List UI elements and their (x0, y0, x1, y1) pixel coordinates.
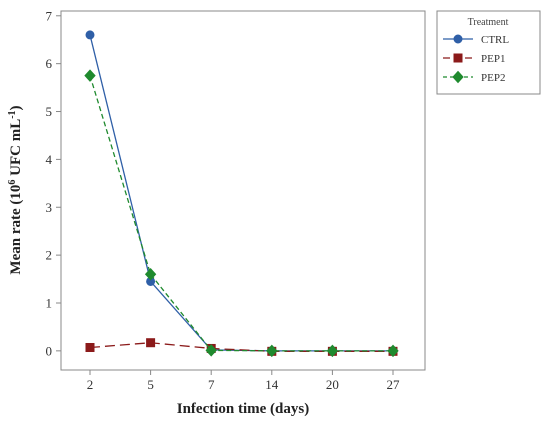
series-line-pep2 (89, 75, 393, 352)
x-tick-label: 27 (387, 377, 401, 392)
y-tick-label: 3 (46, 200, 53, 215)
y-tick-label: 5 (46, 104, 53, 119)
x-tick-label: 2 (87, 377, 94, 392)
y-tick-label: 7 (46, 8, 53, 23)
legend-box (436, 10, 541, 95)
legend-label: PEP1 (481, 53, 505, 65)
y-tick-label: 6 (46, 56, 53, 71)
legend-swatch-marker (452, 70, 464, 84)
y-axis-title: Mean rate (106 UFC mL-1) (7, 105, 24, 274)
x-tick-label: 14 (265, 377, 279, 392)
y-tick-label: 4 (46, 152, 53, 167)
legend-label: CTRL (481, 34, 509, 46)
x-tick-label: 20 (326, 377, 339, 392)
data-point-pep2 (144, 268, 157, 281)
data-point-pep2 (326, 344, 339, 358)
data-point-pep2 (205, 344, 217, 357)
x-tick-label: 7 (208, 377, 215, 392)
data-point-pep2 (84, 69, 96, 82)
y-axis-title-group: Mean rate (106 UFC mL-1) (7, 105, 24, 274)
x-axis-title: Infection time (days) (177, 401, 309, 417)
legend-entry-ctrl: CTRL (443, 34, 509, 46)
series-line-pep1 (89, 342, 393, 352)
legend-swatch-marker (453, 34, 463, 44)
legend-entry-pep1: PEP1 (443, 53, 505, 65)
series-pep2 (84, 69, 399, 358)
legend-title: Treatment (468, 17, 509, 28)
y-tick-label: 0 (46, 343, 53, 358)
legend-label: PEP2 (481, 72, 505, 84)
data-point-pep2 (387, 344, 399, 358)
legend-swatch-marker (453, 53, 463, 63)
plot-area-frame (60, 10, 426, 371)
data-point-pep2 (266, 344, 278, 358)
data-point-pep1 (85, 343, 95, 353)
x-tick-label: 5 (147, 377, 154, 392)
legend-entry-pep2: PEP2 (443, 70, 505, 84)
data-point-pep1 (146, 338, 156, 348)
y-tick-label: 2 (46, 248, 53, 263)
y-tick-label: 1 (46, 295, 53, 310)
data-point-ctrl (85, 30, 95, 40)
